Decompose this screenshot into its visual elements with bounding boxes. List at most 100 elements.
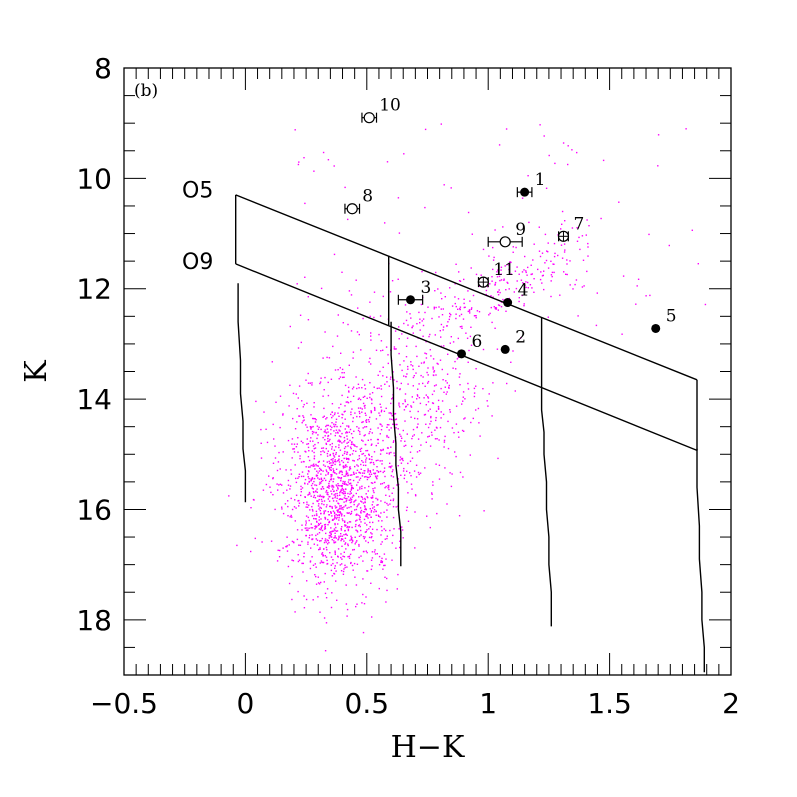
field-star: [396, 588, 398, 590]
field-star: [375, 459, 377, 462]
field-star: [348, 391, 350, 393]
field-star: [319, 540, 321, 542]
field-star: [322, 496, 324, 499]
field-star: [475, 385, 477, 387]
field-star: [334, 423, 337, 426]
field-star: [410, 483, 413, 485]
field-star: [340, 470, 343, 472]
field-star: [347, 544, 349, 547]
field-star: [263, 411, 265, 413]
field-star: [348, 557, 351, 559]
field-star: [366, 496, 368, 498]
field-star: [297, 477, 299, 479]
field-star: [296, 443, 298, 445]
field-star: [297, 437, 299, 439]
field-star: [400, 440, 402, 442]
field-star: [336, 599, 338, 601]
field-star: [332, 559, 334, 561]
field-star: [468, 349, 470, 352]
field-star: [409, 313, 411, 315]
y-tick-label: 8: [94, 52, 112, 85]
field-star: [328, 462, 331, 465]
field-star: [324, 510, 327, 512]
field-star: [328, 480, 331, 483]
field-star: [380, 560, 382, 562]
field-star: [363, 435, 365, 437]
field-star: [326, 562, 329, 565]
field-star: [294, 464, 296, 466]
field-star: [333, 430, 335, 432]
field-star: [365, 426, 368, 428]
field-star: [342, 467, 345, 469]
field-star: [365, 450, 367, 452]
field-star: [314, 528, 316, 530]
field-star: [389, 378, 392, 380]
field-star: [318, 478, 321, 480]
field-star: [350, 501, 353, 503]
field-star: [371, 399, 373, 401]
field-star: [342, 422, 344, 424]
field-star: [228, 495, 230, 497]
field-star: [271, 361, 273, 363]
field-star: [339, 470, 341, 473]
field-star: [422, 318, 425, 320]
field-star: [401, 526, 403, 528]
field-star: [294, 499, 296, 501]
field-star: [332, 462, 334, 464]
field-star: [533, 291, 535, 293]
field-star: [303, 607, 306, 609]
field-star: [489, 312, 491, 315]
field-star: [325, 556, 328, 558]
field-star: [391, 415, 393, 417]
field-star: [553, 242, 556, 245]
field-star: [295, 481, 298, 484]
field-star: [458, 515, 461, 517]
field-star: [533, 278, 535, 280]
field-star: [384, 564, 386, 567]
field-star: [404, 474, 406, 476]
field-star: [375, 514, 377, 516]
field-star: [546, 250, 548, 252]
field-star: [417, 438, 420, 440]
field-star: [392, 516, 395, 519]
field-star: [362, 464, 365, 466]
field-star: [327, 524, 329, 526]
field-star: [296, 529, 299, 531]
field-star: [282, 414, 284, 416]
field-star: [657, 134, 660, 136]
field-star: [331, 515, 333, 517]
field-star: [369, 521, 371, 524]
field-star: [429, 445, 432, 447]
field-star: [498, 275, 501, 278]
field-star: [333, 511, 336, 514]
field-star: [314, 421, 317, 423]
field-star: [440, 411, 442, 413]
field-star: [358, 471, 361, 474]
field-star: [425, 394, 427, 396]
field-star: [306, 580, 308, 582]
field-star: [381, 520, 383, 522]
field-star: [345, 401, 347, 403]
y-tick-label: 12: [76, 273, 112, 306]
field-star: [344, 405, 346, 407]
star-marker: [499, 236, 511, 248]
field-star: [564, 220, 566, 222]
field-star: [327, 424, 329, 427]
field-star: [336, 497, 338, 499]
field-star: [335, 461, 337, 463]
field-star: [456, 358, 459, 360]
field-star: [342, 482, 344, 485]
field-star: [360, 512, 362, 514]
star-marker: [500, 344, 510, 354]
field-star: [299, 544, 302, 546]
field-star: [342, 480, 344, 483]
field-star: [636, 285, 638, 287]
field-star: [396, 380, 398, 383]
field-star: [313, 543, 315, 545]
field-star: [373, 511, 375, 513]
field-star: [450, 336, 452, 338]
field-star: [321, 525, 323, 527]
field-star: [373, 551, 376, 553]
field-star: [380, 340, 383, 342]
field-star: [380, 406, 382, 408]
